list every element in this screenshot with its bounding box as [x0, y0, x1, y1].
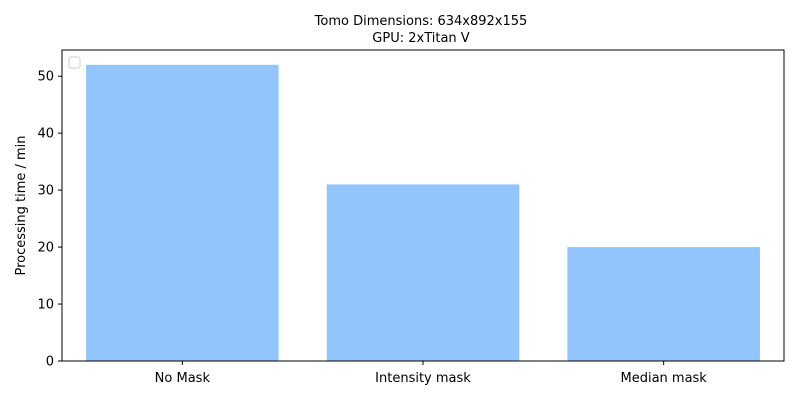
y-axis-ticks: 0 10 20 30 40 50	[37, 70, 62, 370]
legend-box	[68, 56, 81, 69]
x-tick-label: Median mask	[620, 371, 707, 386]
plot-frame	[61, 49, 785, 362]
y-tick-label: 10	[37, 298, 54, 313]
chart-subtitle: GPU: 2xTitan V	[372, 31, 469, 46]
chart-title: Tomo Dimensions: 634x892x155	[314, 14, 528, 29]
y-tick-label: 30	[37, 184, 54, 199]
bars-group	[86, 64, 760, 362]
x-tick-label: No Mask	[155, 371, 211, 386]
y-tick-label: 20	[37, 241, 54, 256]
x-tick-label: Intensity mask	[375, 371, 471, 386]
bar	[86, 64, 279, 362]
y-tick-label: 40	[37, 127, 54, 142]
x-axis-ticks: No Mask Intensity mask Median mask	[155, 361, 707, 386]
bar	[567, 247, 760, 361]
y-tick-label: 0	[46, 355, 54, 370]
bar	[326, 184, 520, 361]
y-tick-label: 50	[37, 70, 54, 85]
y-axis-label: Processing time / min	[14, 135, 29, 275]
